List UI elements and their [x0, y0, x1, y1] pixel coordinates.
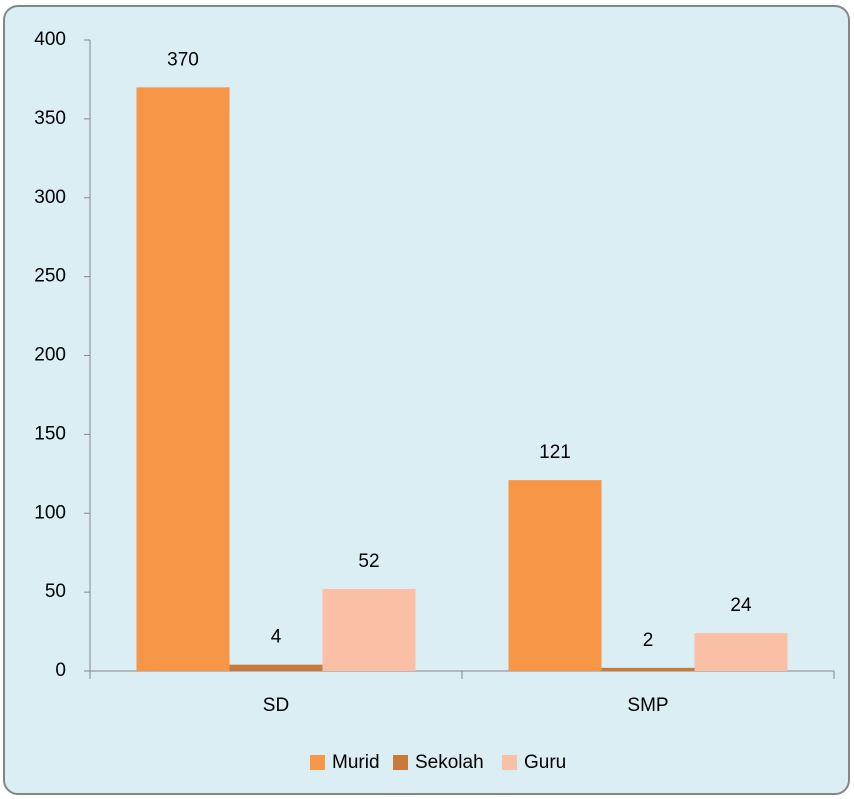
- legend-swatch: [393, 755, 408, 770]
- x-tick-label: SD: [263, 695, 289, 716]
- y-tick-label: 400: [34, 29, 66, 50]
- y-tick-label: 300: [34, 187, 66, 208]
- bar: [694, 633, 788, 671]
- y-tick-label: 350: [34, 108, 66, 129]
- bar: [229, 664, 323, 671]
- legend-swatch: [310, 755, 325, 770]
- legend-swatch: [502, 755, 517, 770]
- legend-label: Guru: [524, 752, 566, 773]
- y-tick-label: 0: [55, 660, 66, 681]
- legend-label: Murid: [332, 752, 380, 773]
- y-tick-label: 200: [34, 345, 66, 366]
- y-tick-label: 100: [34, 502, 66, 523]
- data-label: 52: [358, 551, 379, 572]
- chart-background: [3, 5, 850, 795]
- data-label: 24: [730, 595, 752, 616]
- data-label: 121: [539, 442, 571, 463]
- y-tick-label: 150: [34, 423, 66, 444]
- bar: [136, 87, 230, 671]
- legend-label: Sekolah: [415, 752, 484, 773]
- data-label: 370: [167, 49, 199, 70]
- data-label: 2: [643, 630, 654, 651]
- data-label: 4: [271, 627, 282, 648]
- y-tick-label: 250: [34, 266, 66, 287]
- bar: [508, 480, 602, 671]
- y-tick-label: 50: [45, 581, 66, 602]
- x-tick-label: SMP: [627, 695, 668, 716]
- bar: [322, 588, 416, 671]
- bar: [601, 667, 695, 671]
